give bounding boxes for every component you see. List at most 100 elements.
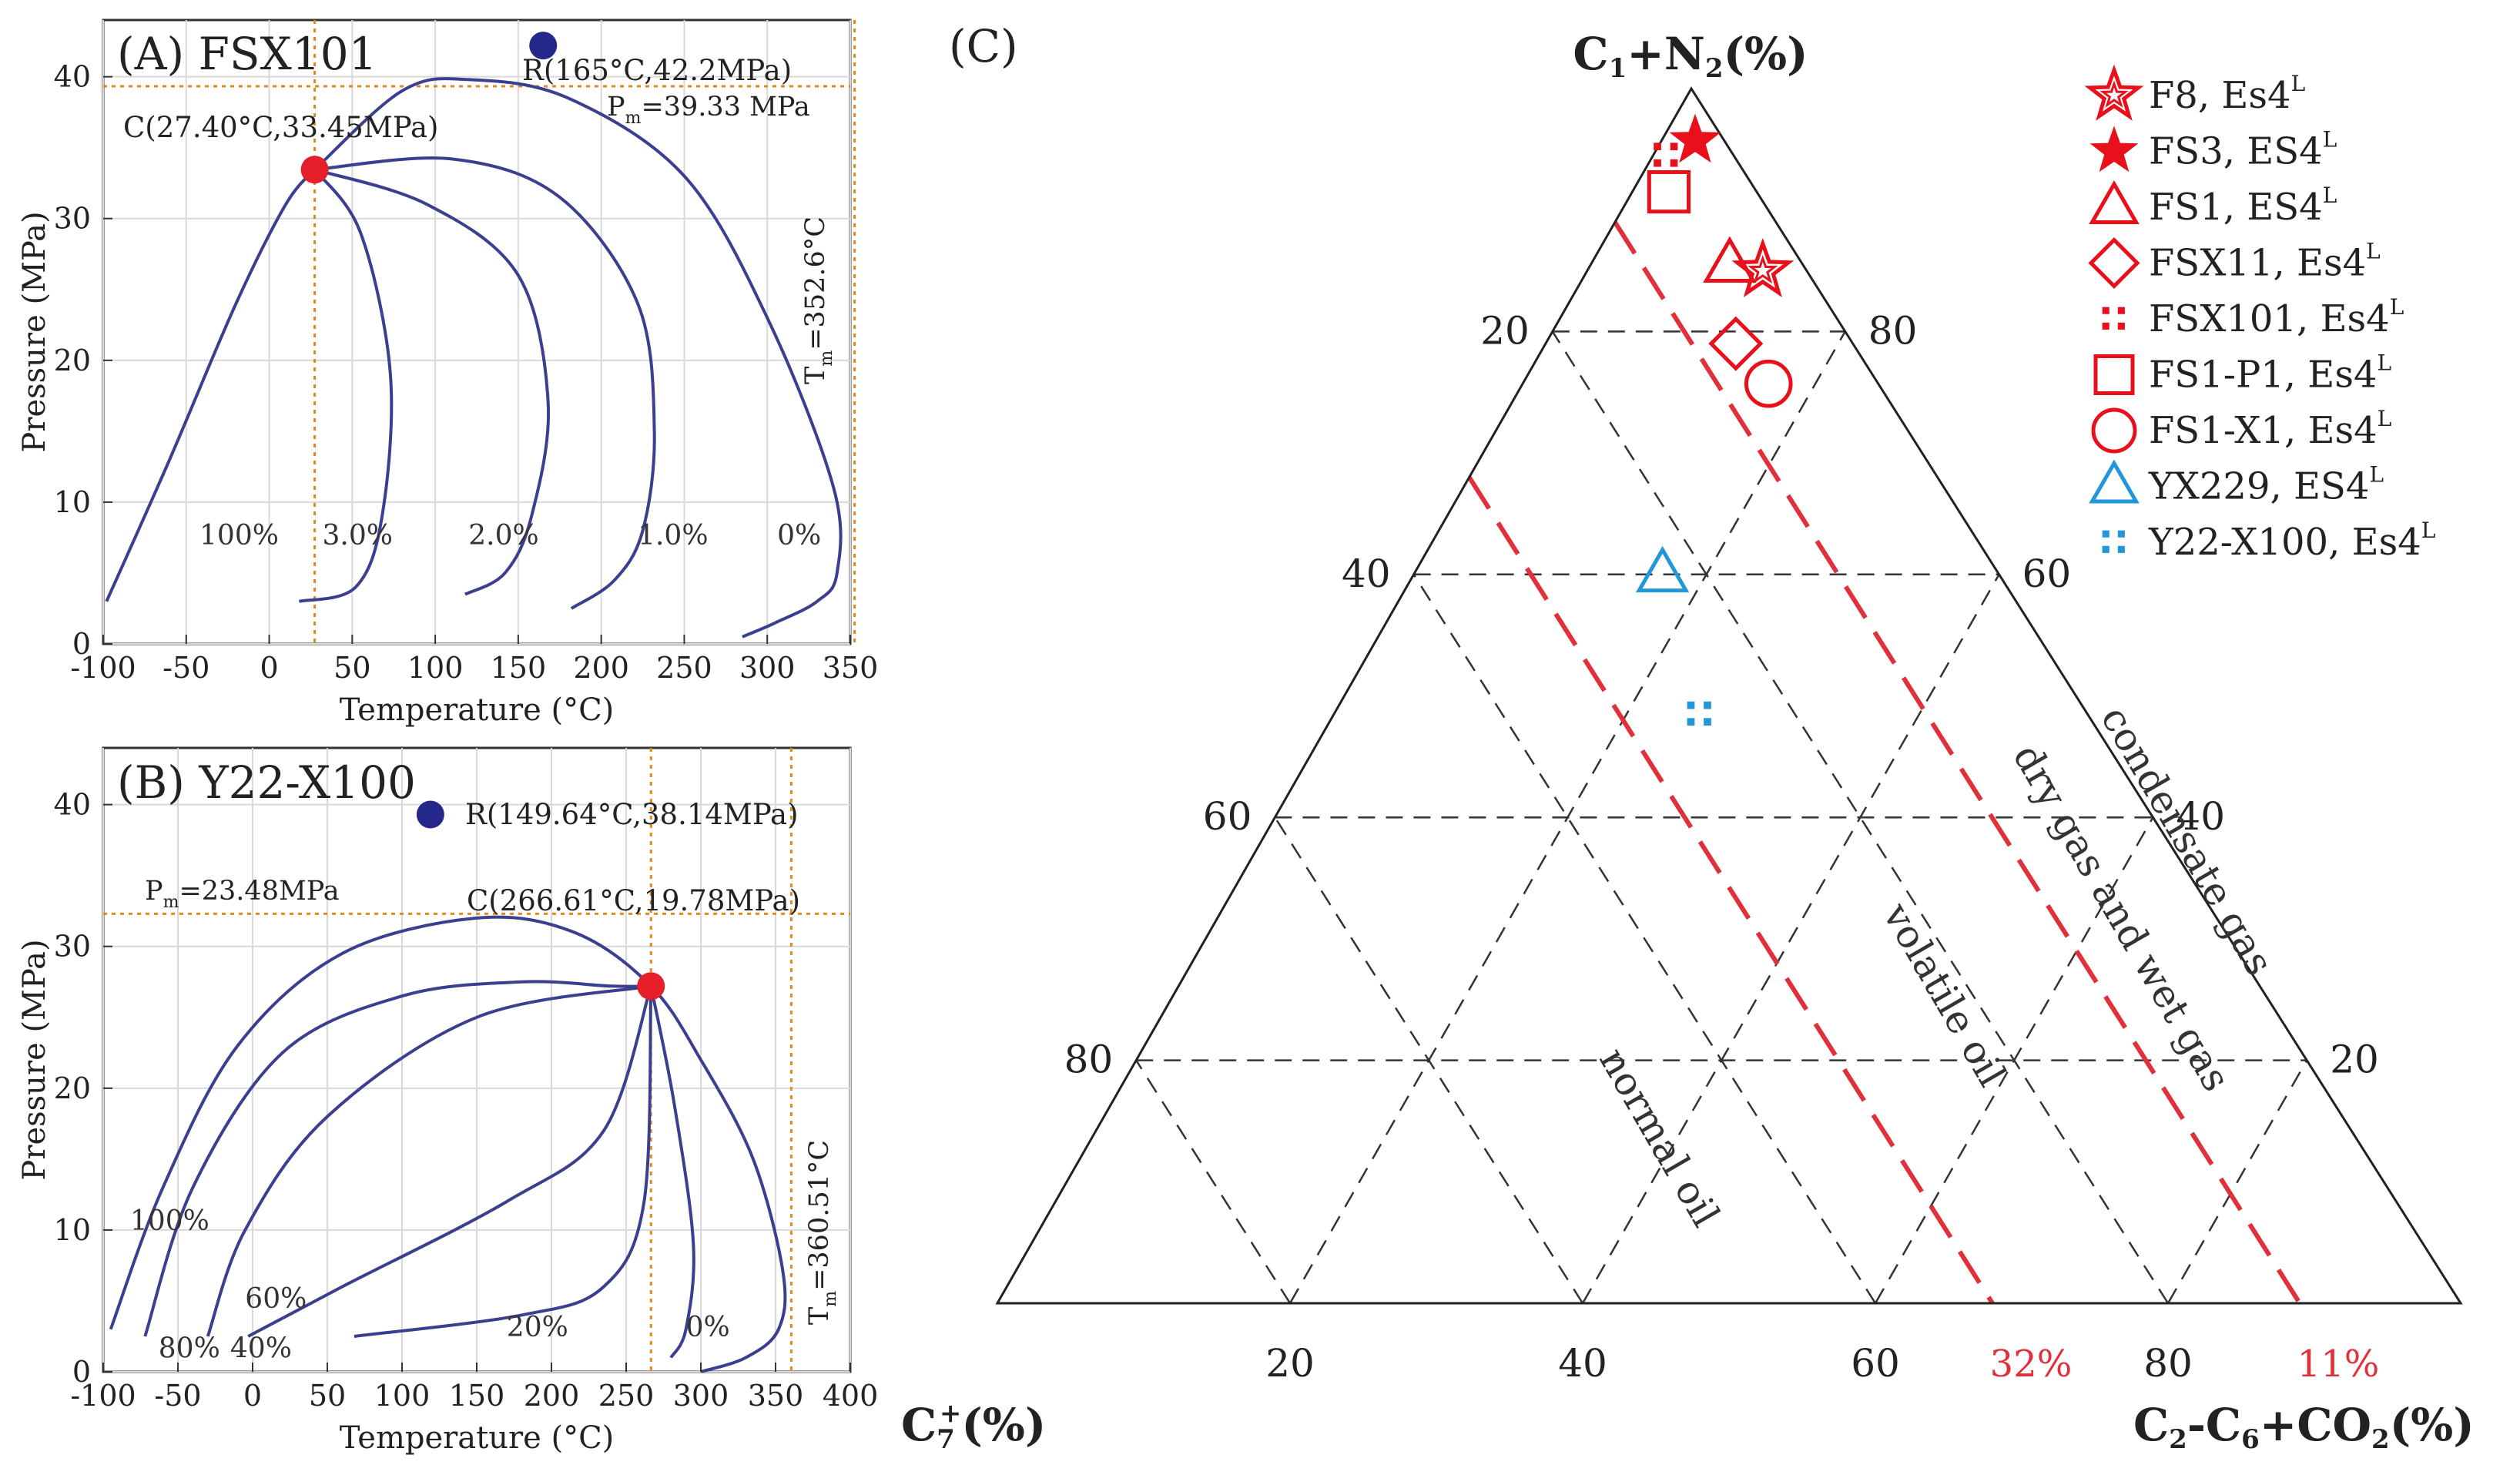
tick-label-x: 100 (374, 1379, 431, 1413)
legend-label: FSX11, Es4L (2149, 239, 2381, 285)
phase-curve (314, 168, 551, 596)
panel-a-title: (A) FSX101 (117, 28, 377, 80)
panel-b-reference-lines (103, 748, 850, 1372)
tick-label-y: 0 (72, 627, 91, 661)
legend-label-sup: L (2421, 518, 2436, 543)
tick-label-x: 200 (524, 1379, 580, 1413)
legend-label: FS1, ES4L (2149, 183, 2337, 229)
sample-marker (1670, 142, 1678, 151)
curve-label: 1.0% (638, 520, 708, 551)
panel-c-ticks: 20 40 60 80 80 60 40 20 20 40 60 80 (1064, 308, 2379, 1386)
panel-a-xlabel: Temperature (°C) (340, 692, 615, 728)
curve-label: 60% (245, 1283, 307, 1315)
tick-label-x: 300 (739, 651, 796, 685)
panel-a-grid (102, 20, 851, 645)
legend-label: FS3, ES4L (2149, 127, 2337, 173)
panel-a-points (300, 32, 558, 184)
tick-label-x: 0 (243, 1379, 262, 1413)
tick-label-y: 40 (54, 788, 91, 822)
phase-curve (313, 77, 843, 639)
panel-a-ylabel: Pressure (MPa) (17, 211, 52, 452)
panel-c-region-dry-wet-gas: dry gas and wet gas (2004, 737, 2239, 1099)
sample-marker (1670, 159, 1678, 167)
legend-marker (2089, 179, 2140, 224)
legend-label: FSX101, Es4L (2149, 294, 2404, 340)
tick-label-x: -100 (70, 1379, 136, 1413)
ternary-grid-c7 (1135, 1059, 1292, 1304)
phase-curve (206, 984, 652, 1337)
left-edge-tick-label: 20 (1480, 308, 1530, 353)
tick-label-x: 150 (491, 651, 547, 685)
phase-curve (354, 986, 653, 1338)
tick-label-x: -50 (163, 651, 209, 685)
tick-label-x: 250 (598, 1379, 655, 1413)
panel-c-triangle (995, 86, 2463, 1305)
phase-curve (143, 980, 652, 1337)
panel-c-region-volatile-oil: volatile oil (1874, 895, 2015, 1094)
tick-label-x: 150 (449, 1379, 505, 1413)
critical-point (300, 156, 329, 184)
tick-label-x: 300 (673, 1379, 729, 1413)
legend-label-sup: L (2378, 406, 2392, 431)
curve-label: 80% (159, 1333, 220, 1365)
legend-marker (2084, 64, 2144, 121)
sample-marker (1703, 236, 1757, 283)
sample-marker (1704, 701, 1711, 709)
left-edge-tick-label: 40 (1342, 551, 1391, 596)
legend-label-sup: L (2369, 462, 2384, 488)
legend-label-sup: L (2323, 183, 2337, 208)
sample-marker-inner (1748, 255, 1778, 284)
tick-label-x: 0 (260, 651, 278, 685)
legend-label: Y22-X100, Es4L (2148, 518, 2435, 564)
tick-label-y: 10 (54, 1213, 91, 1247)
sample-marker (1687, 701, 1695, 709)
bottom-edge-tick-label: 80 (2143, 1341, 2193, 1386)
phase-curve (109, 915, 787, 1373)
panel-b-critical-label: C(266.61°C,19.78MPa) (467, 884, 800, 917)
sample-marker (1744, 359, 1793, 408)
panel-c-boundaries: 32% 11% (1467, 220, 2379, 1386)
curve-label: 100% (130, 1205, 209, 1237)
legend-label-sup: L (2366, 239, 2381, 264)
legend-marker (2088, 236, 2140, 290)
tick-label-x: 350 (748, 1379, 804, 1413)
right-edge-tick-label: 80 (1868, 308, 1918, 353)
sample-marker (1654, 159, 1661, 167)
panel-b-chart: -100 -50 0 50 100 150 200 250 300 350 400 0 10 20 30 40… (17, 746, 879, 1456)
legend-marker (2117, 307, 2125, 314)
tick-label-y: 10 (54, 485, 91, 519)
panel-a-plot-frame (102, 18, 852, 645)
left-edge-tick-label: 80 (1064, 1038, 1114, 1082)
legend-marker (2102, 307, 2109, 314)
panel-a-ticks: -100 -50 0 50 100 150 200 250 300 350 0 10 20 30 40 (54, 60, 879, 685)
tick-label-y: 30 (54, 202, 91, 236)
tick-label-x: 400 (823, 1379, 879, 1413)
legend-marker (2089, 459, 2140, 504)
legend-label-sup: L (2291, 71, 2306, 96)
panel-a-reservoir-label: R(165°C,42.2MPa) (522, 54, 792, 87)
right-edge-tick-label: 40 (2176, 794, 2225, 839)
ternary-grid-c7 (1551, 330, 2170, 1304)
right-edge-tick-label: 20 (2330, 1038, 2379, 1082)
phase-curve (298, 168, 394, 603)
panel-c-ternary: 32% 11% 20 40 60 80 80 60 40 20 20 40 60 80 F8, Es4L… (901, 20, 2475, 1455)
panel-b-ylabel: Pressure (MPa) (17, 939, 52, 1180)
tick-label-x: 100 (407, 651, 464, 685)
panel-a-critical-label: C(27.40°C,33.45MPa) (123, 111, 438, 144)
ternary-grid-c2c6 (1581, 574, 2000, 1304)
tick-label-x: 350 (823, 651, 879, 685)
sample-marker (1647, 169, 1691, 214)
panel-b-pm-label: Pm=23.48MPa (145, 876, 340, 912)
legend-marker (2117, 545, 2125, 553)
tick-label-y: 0 (72, 1355, 91, 1389)
curve-label: 0% (686, 1312, 730, 1343)
boundary-label: 32% (1990, 1343, 2073, 1386)
curve-label: 3.0% (323, 520, 393, 551)
bottom-edge-tick-label: 60 (1851, 1341, 1900, 1386)
panel-c-region-normal-oil: normal oil (1590, 1041, 1728, 1235)
legend-label: FS1-X1, Es4L (2149, 406, 2391, 452)
phase-curve (105, 168, 317, 602)
critical-point (637, 972, 665, 1001)
panel-b-ticks: -100 -50 0 50 100 150 200 250 300 350 400 0 10 20 30 40 (54, 788, 879, 1413)
